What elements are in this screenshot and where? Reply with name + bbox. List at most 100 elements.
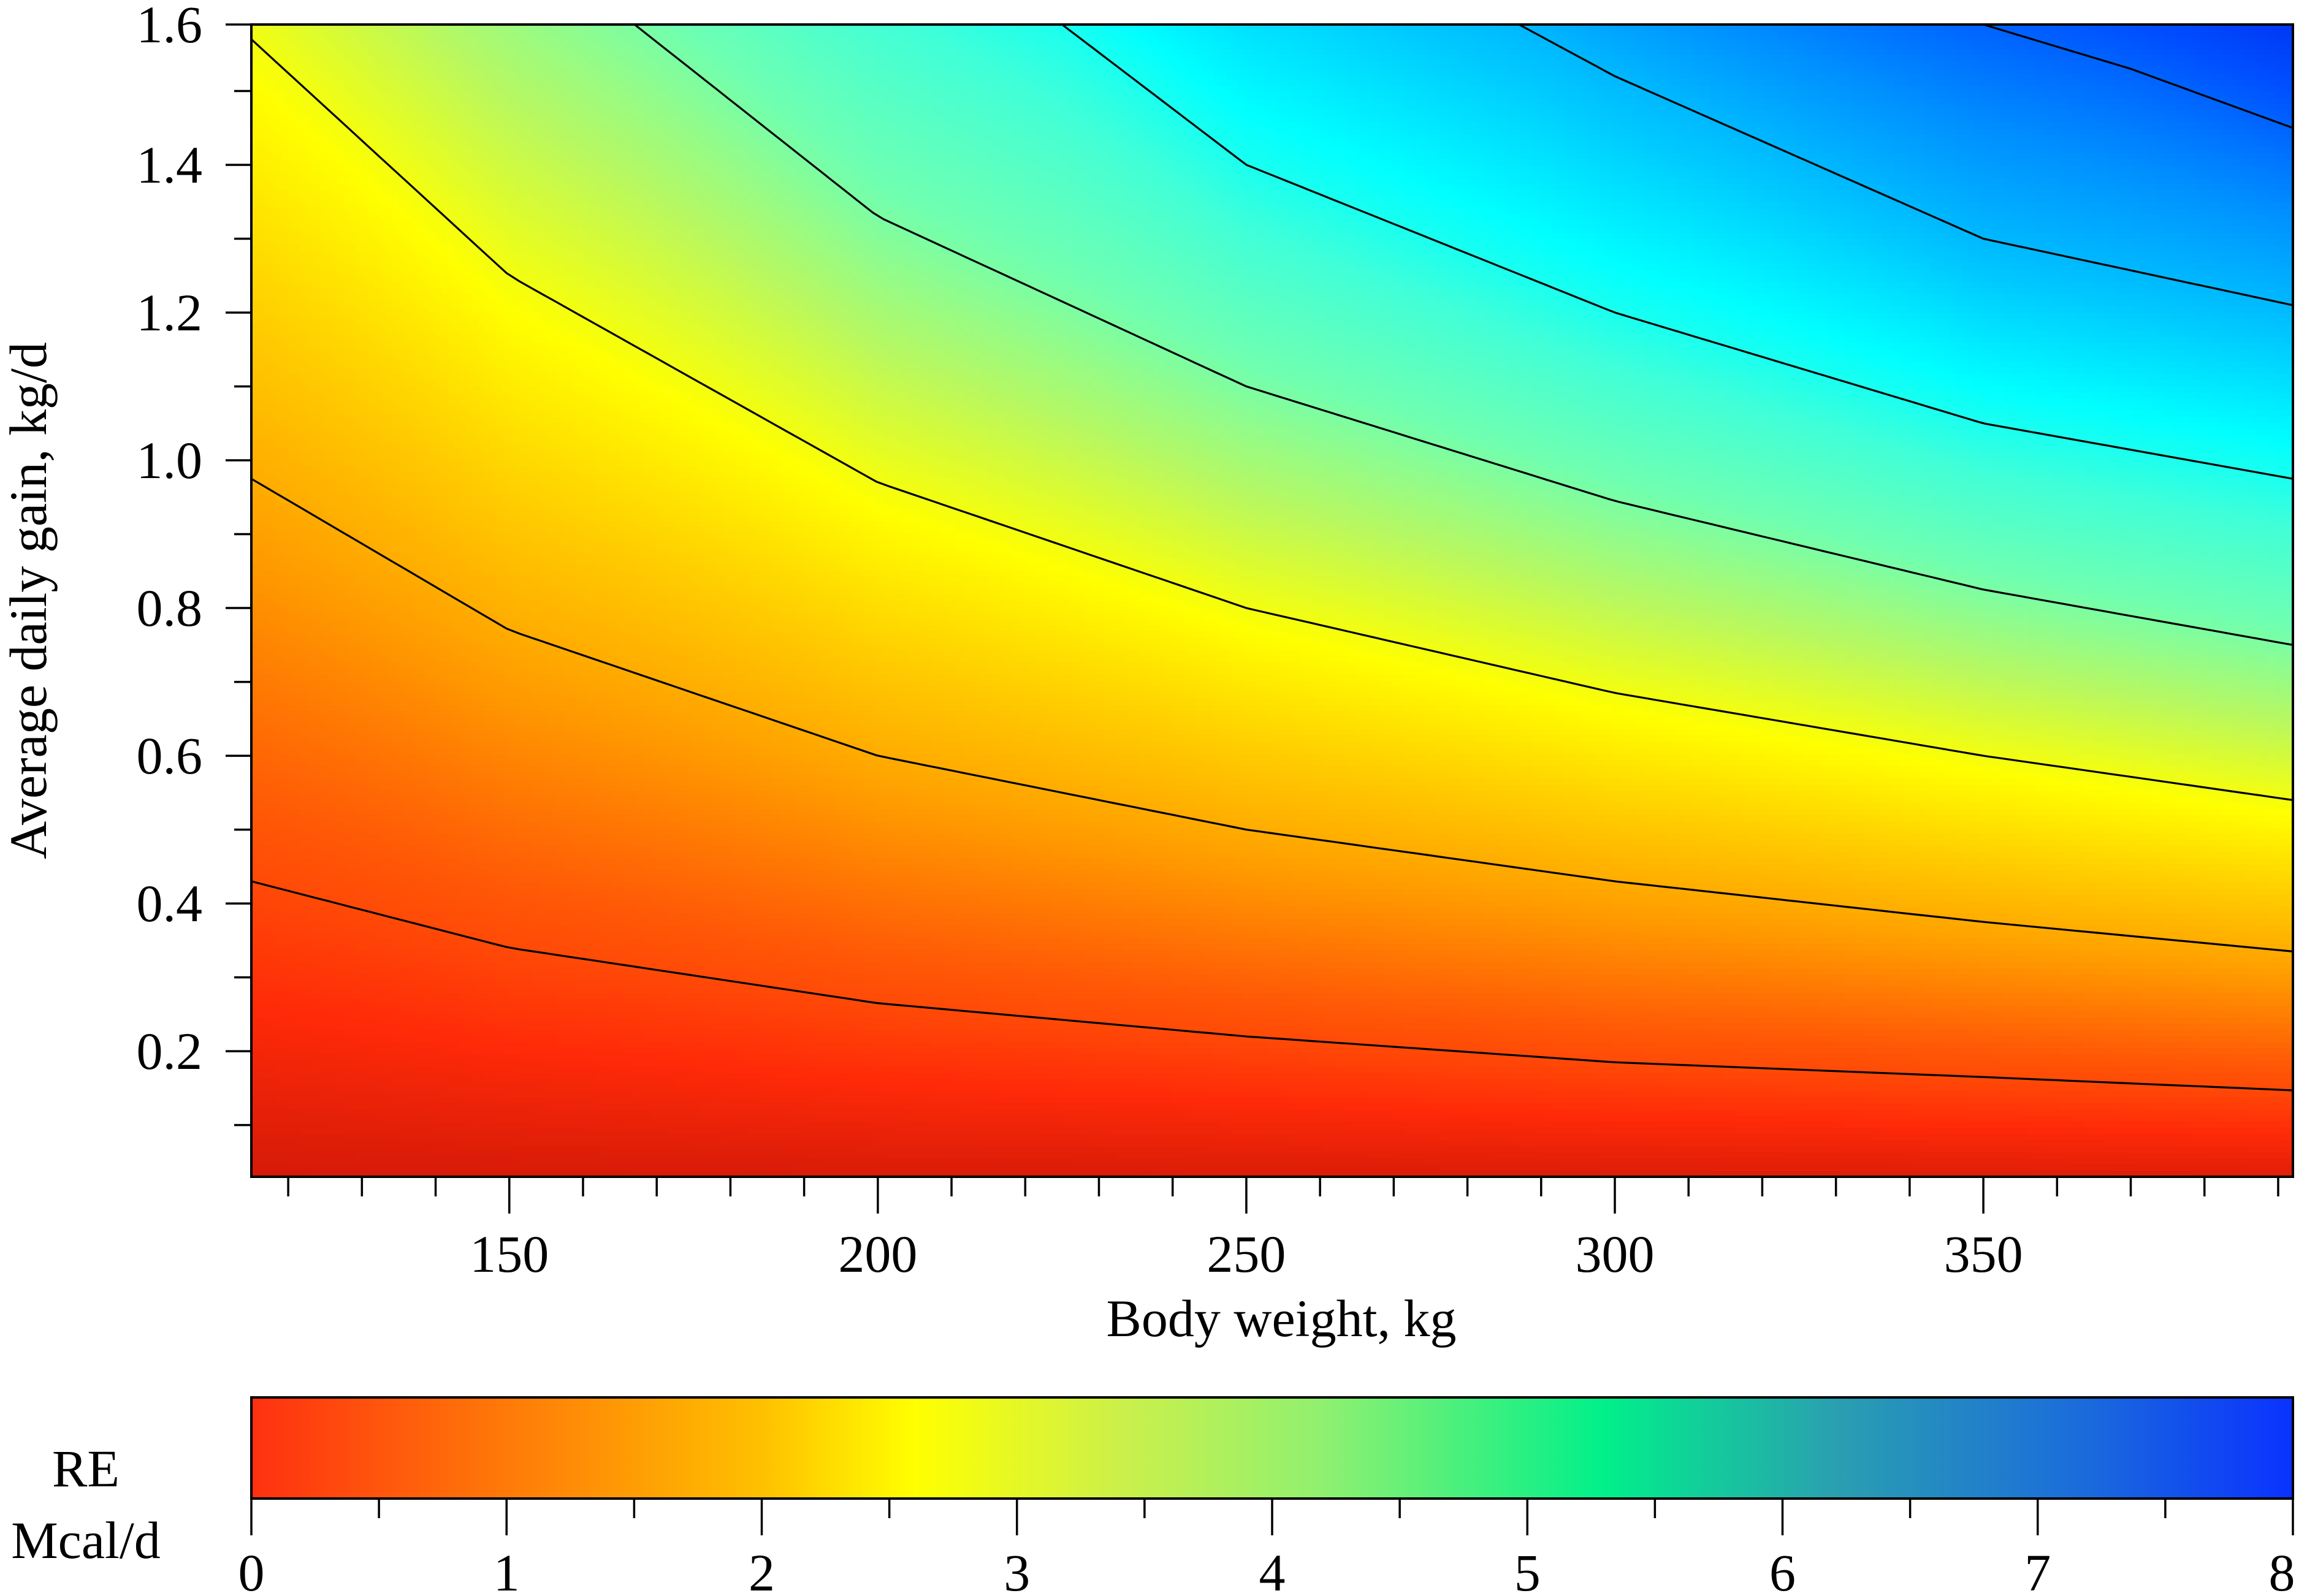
heatmap-cell-1306 (2133, 43, 2140, 50)
heatmap-cell-1402 (681, 49, 687, 56)
heatmap-cell-362 (429, 31, 436, 37)
heatmap-cell-478 (1140, 31, 1147, 37)
heatmap-cell-444 (932, 31, 939, 37)
heatmap-cell-919 (1802, 37, 1809, 44)
heatmap-cell-1240 (1729, 43, 1736, 50)
heatmap-cell-1320 (2219, 43, 2226, 50)
heatmap-cell-1534 (1490, 49, 1497, 56)
heatmap-cell-1303 (2115, 43, 2122, 50)
heatmap-cell-1348 (349, 49, 356, 56)
heatmap-cell-794 (1036, 37, 1043, 44)
heatmap-cell-1129 (1048, 43, 1055, 50)
heatmap-cell-508 (1324, 31, 1331, 37)
heatmap-cell-784 (975, 37, 982, 44)
heatmap-cell-1551 (1594, 49, 1601, 56)
heatmap-cell-889 (1619, 37, 1625, 44)
heatmap-cell-1026 (417, 43, 424, 50)
heatmap-cell-1349 (356, 49, 362, 56)
heatmap-cell-544 (1545, 31, 1552, 37)
heatmap-cell-959 (2048, 37, 2054, 44)
heatmap-cell-1503 (1300, 49, 1306, 56)
heatmap-cell-950 (1992, 37, 1999, 44)
heatmap-cell-626 (2048, 31, 2054, 37)
heatmap-cell-517 (1379, 31, 1386, 37)
heatmap-cell-447 (950, 31, 957, 37)
heatmap-cell-1069 (681, 43, 687, 50)
heatmap-cell-411 (730, 31, 736, 37)
heatmap-cell-1737 (693, 55, 700, 62)
heatmap-cell-990 (2238, 37, 2244, 44)
heatmap-cell-1088 (797, 43, 804, 50)
heatmap-cell-977 (2158, 37, 2165, 44)
heatmap-cell-1409 (723, 49, 730, 56)
heatmap-cell-1226 (1643, 43, 1650, 50)
heatmap-cell-1208 (1533, 43, 1539, 50)
heatmap-cell-501 (1281, 31, 1288, 37)
heatmap-cell-883 (1582, 37, 1588, 44)
heatmap-cell-1237 (1710, 43, 1717, 50)
heatmap-cell-464 (1054, 31, 1061, 37)
heatmap-cell-725 (613, 37, 620, 44)
heatmap-cell-1528 (1453, 49, 1460, 56)
heatmap-cell-1625 (2048, 49, 2054, 56)
heatmap-cell-764 (852, 37, 859, 44)
heatmap-cell-862 (1453, 37, 1460, 44)
heatmap-cell-1047 (546, 43, 552, 50)
heatmap-cell-563 (1661, 31, 1668, 37)
heatmap-cell-661 (2262, 31, 2269, 37)
heatmap-cell-1362 (435, 49, 442, 56)
heatmap-cell-874 (1527, 37, 1533, 44)
heatmap-cell-1656 (2238, 49, 2244, 56)
heatmap-cell-790 (1012, 37, 1018, 44)
heatmap-cell-1014 (343, 43, 350, 50)
heatmap-cell-1196 (1459, 43, 1466, 50)
heatmap-cell-864 (1465, 37, 1472, 44)
heatmap-cell-922 (1821, 37, 1828, 44)
heatmap-cell-513 (1355, 31, 1362, 37)
heatmap-cell-1097 (852, 43, 859, 50)
heatmap-cell-1009 (313, 43, 319, 50)
heatmap-cell-1493 (1238, 49, 1245, 56)
heatmap-cell-1425 (822, 49, 828, 56)
heatmap-cell-595 (1858, 31, 1864, 37)
heatmap-cell-1310 (2158, 43, 2165, 50)
heatmap-cell-1011 (325, 43, 332, 50)
heatmap-cell-373 (497, 31, 503, 37)
heatmap-cell-668 (264, 37, 270, 44)
heatmap-cell-916 (1784, 37, 1791, 44)
heatmap-cell-1504 (1306, 49, 1313, 56)
heatmap-cell-1730 (650, 55, 657, 62)
heatmap-cell-1203 (1502, 43, 1509, 50)
heatmap-cell-1670 (282, 55, 289, 62)
heatmap-cell-336 (270, 31, 276, 37)
heatmap-cell-744 (730, 37, 736, 44)
heatmap-cell-1407 (711, 49, 718, 56)
heatmap-cell-1718 (576, 55, 583, 62)
heatmap-cell-995 (2268, 37, 2275, 44)
heatmap-cell-721 (589, 37, 595, 44)
heatmap-cell-1555 (1619, 49, 1625, 56)
heatmap-cell-1422 (803, 49, 810, 56)
heatmap-cell-1161 (1245, 43, 1251, 50)
heatmap-cell-1437 (895, 49, 902, 56)
heatmap-cell-795 (1042, 37, 1049, 44)
heatmap-cell-1254 (1815, 43, 1821, 50)
heatmap-cell-1339 (294, 49, 301, 56)
heatmap-cell-1523 (1422, 49, 1429, 56)
heatmap-cell-1191 (1428, 43, 1435, 50)
heatmap-cell-771 (895, 37, 902, 44)
heatmap-cell-1197 (1465, 43, 1472, 50)
heatmap-cell-813 (1153, 37, 1159, 44)
heatmap-cell-1275 (1943, 43, 1950, 50)
heatmap-cell-1029 (435, 43, 442, 50)
heatmap-cell-1657 (2244, 49, 2251, 56)
heatmap-cell-1387 (589, 49, 595, 56)
heatmap-cell-1064 (650, 43, 657, 50)
heatmap-cell-1060 (625, 43, 632, 50)
heatmap-cell-1086 (785, 43, 791, 50)
heatmap-cell-1599 (1888, 49, 1895, 56)
heatmap-cell-1220 (1606, 43, 1613, 50)
heatmap-cell-963 (2072, 37, 2079, 44)
heatmap-cell-793 (1030, 37, 1037, 44)
heatmap-cell-375 (509, 31, 516, 37)
